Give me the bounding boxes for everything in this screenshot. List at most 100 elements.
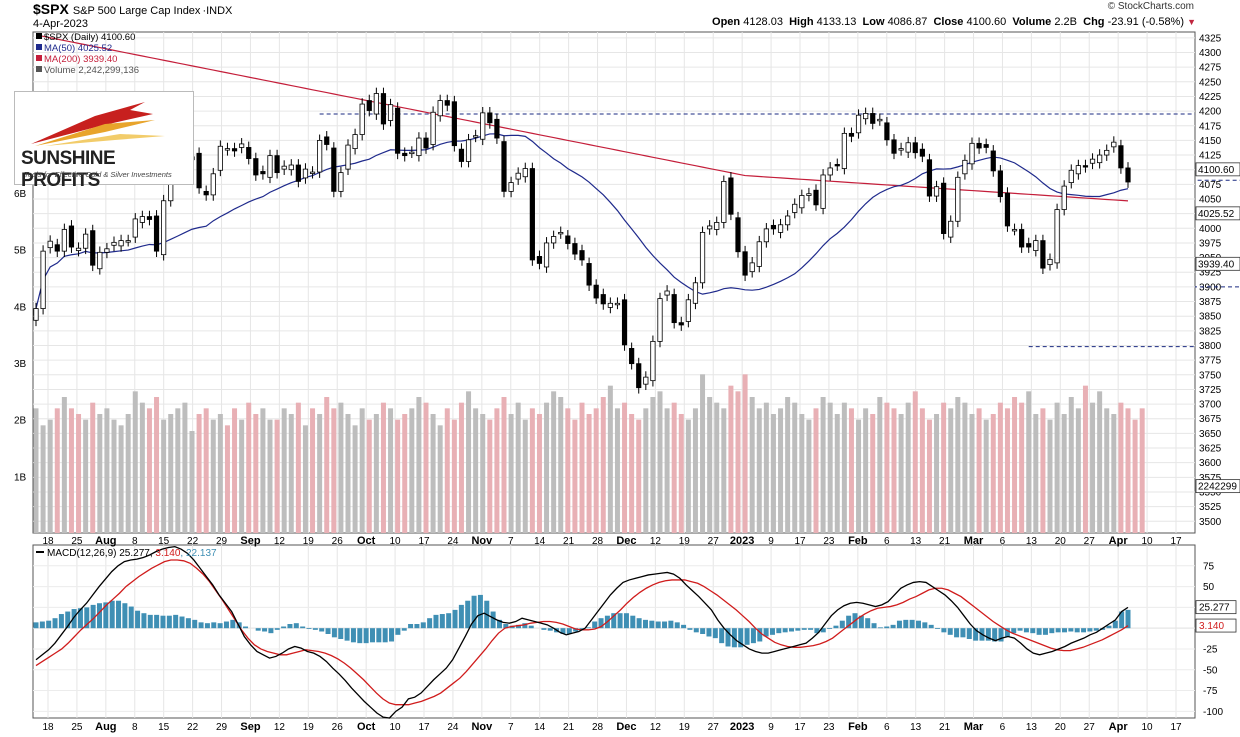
x-tick-label: 9 xyxy=(768,536,774,547)
volume-bar xyxy=(480,414,486,533)
candle-body xyxy=(1125,167,1131,183)
x-tick-label: 25 xyxy=(71,536,83,547)
macd-histogram-bar xyxy=(338,628,344,639)
macd-histogram-bar xyxy=(135,610,141,629)
candle-body xyxy=(473,135,479,138)
volume-bar xyxy=(402,414,408,533)
volume-bar xyxy=(813,408,819,533)
macd-histogram-bar xyxy=(90,604,96,629)
ohlc-readout: Open 4128.03 High 4133.13 Low 4086.87 Cl… xyxy=(712,16,1196,28)
volume-bar xyxy=(189,431,195,533)
volume-bar xyxy=(870,414,876,533)
volume-bar xyxy=(288,414,294,533)
volume-bar xyxy=(104,408,110,533)
volume-bar xyxy=(1012,397,1018,533)
volume-bar xyxy=(1068,397,1074,533)
volume-bar xyxy=(848,408,854,533)
volume-bar xyxy=(210,419,216,533)
volume-bar xyxy=(1097,391,1103,533)
volume-bar xyxy=(1054,402,1060,533)
macd-histogram-bar xyxy=(287,624,293,629)
chg-label: Chg xyxy=(1083,16,1105,28)
macd-histogram-bar xyxy=(96,603,102,629)
candle-body xyxy=(763,228,769,243)
x-tick-label: 9 xyxy=(768,722,774,733)
macd-histogram-bar xyxy=(58,614,64,629)
candle-body xyxy=(395,107,401,154)
x-tick-label: Oct xyxy=(357,721,376,733)
macd-histogram-bar xyxy=(757,628,763,642)
volume-bar xyxy=(934,414,940,533)
macd-histogram-bar xyxy=(706,628,712,637)
macd-histogram-bar xyxy=(909,619,915,629)
macd-histogram-bar xyxy=(884,626,890,629)
macd-histogram-bar xyxy=(801,628,807,630)
macd-tick-label: 75 xyxy=(1203,561,1215,572)
macd-histogram-bar xyxy=(84,607,90,629)
macd-histogram-bar xyxy=(427,618,433,629)
macd-histogram-bar xyxy=(1011,628,1017,634)
volume-bar xyxy=(955,397,961,533)
volume-bar xyxy=(778,408,784,533)
candle-body xyxy=(586,263,592,286)
y-tick-label: 3950 xyxy=(1199,253,1222,264)
price-tag-label: 3939.40 xyxy=(1198,259,1235,270)
macd-histogram-bar xyxy=(731,628,737,648)
y-tick-label: 3700 xyxy=(1199,400,1222,411)
volume-bar xyxy=(132,391,138,533)
volume-bar xyxy=(168,414,174,533)
legend-entry: MA(50) 4025.52 xyxy=(44,43,112,54)
candle-body xyxy=(607,302,613,308)
volume-bar xyxy=(792,402,798,533)
macd-histogram-bar xyxy=(401,628,407,631)
macd-histogram-bar xyxy=(312,628,318,630)
macd-histogram-bar xyxy=(985,628,991,641)
volume-bar xyxy=(926,419,932,533)
volume-bar xyxy=(40,425,46,533)
volume-bar xyxy=(76,414,82,533)
macd-histogram-bar xyxy=(655,621,661,629)
macd-histogram-bar xyxy=(560,628,566,634)
candle-body xyxy=(352,134,358,150)
macd-histogram-bar xyxy=(1049,628,1055,634)
volume-bar xyxy=(1111,414,1117,533)
volume-bar xyxy=(827,402,833,533)
open-label: Open xyxy=(712,16,741,28)
y-tick-label: 3875 xyxy=(1199,297,1222,308)
volume-bar xyxy=(61,397,67,533)
candle-body xyxy=(146,216,153,220)
macd-histogram-bar xyxy=(344,628,350,641)
volume-bar xyxy=(636,419,642,533)
candle-body xyxy=(955,176,961,222)
macd-histogram-bar xyxy=(579,628,585,630)
candle-body xyxy=(1026,243,1032,248)
candle-body xyxy=(111,241,117,246)
candle-body xyxy=(317,140,323,173)
macd-histogram-bar xyxy=(223,621,229,629)
volume-bar xyxy=(969,414,975,533)
candle-body xyxy=(558,231,564,235)
macd-histogram-bar xyxy=(649,620,655,629)
candle-body xyxy=(359,103,365,135)
candle-body xyxy=(125,240,131,243)
volume-bar xyxy=(83,419,89,533)
macd-histogram-bar xyxy=(827,628,833,630)
x-tick-label: 12 xyxy=(274,536,286,547)
x-tick-label: 24 xyxy=(447,536,459,547)
volume-bar xyxy=(466,391,472,533)
sunshine-profits-logo: SUNSHINE PROFITS Tools for Effective Gol… xyxy=(14,91,194,191)
volume-bar xyxy=(182,402,188,533)
y-tick-label: 4100 xyxy=(1199,165,1222,176)
candle-body xyxy=(1097,154,1103,164)
candle-body xyxy=(217,145,223,171)
volume-bar xyxy=(551,391,557,533)
candle-body xyxy=(487,112,493,124)
price-tag-box xyxy=(1195,206,1240,221)
macd-histogram-bar xyxy=(198,622,204,629)
index-name: S&P 500 Large Cap Index xyxy=(72,5,201,17)
x-tick-label: Apr xyxy=(1109,535,1129,547)
volume-bar xyxy=(253,414,259,533)
volume-bar xyxy=(281,408,287,533)
x-tick-label: 26 xyxy=(332,536,344,547)
macd-histogram-bar xyxy=(738,628,744,648)
